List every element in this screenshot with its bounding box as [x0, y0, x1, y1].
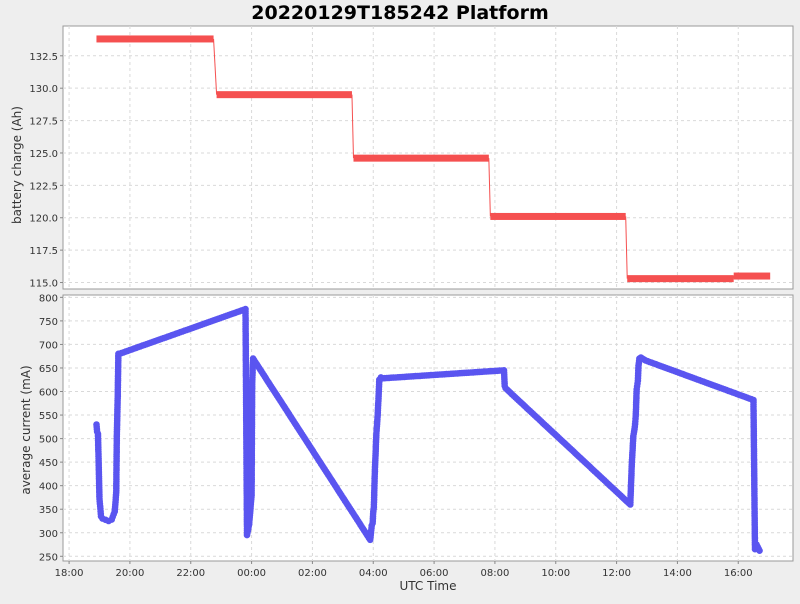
x-tick-label: 06:00 [420, 568, 449, 579]
series-average-current [93, 305, 763, 554]
y-axis-label-top: battery charge (Ah) [10, 106, 24, 224]
y-tick-label: 550 [39, 411, 58, 422]
x-tick-label: 00:00 [237, 568, 266, 579]
x-axis-label: UTC Time [400, 579, 457, 593]
step-connector [351, 94, 354, 159]
y-tick-label: 125.0 [29, 149, 58, 160]
plot-area-bottom [62, 294, 794, 562]
y-tick-label: 500 [39, 435, 58, 446]
x-tick-label: 18:00 [55, 568, 84, 579]
x-tick-label: 04:00 [359, 568, 388, 579]
y-tick-label: 600 [39, 388, 58, 399]
x-tick-label: 08:00 [481, 568, 510, 579]
y-tick-label: 132.5 [29, 52, 58, 63]
x-tick-label: 20:00 [116, 568, 145, 579]
y-tick-label: 115.0 [29, 279, 58, 290]
charge-segment [216, 91, 352, 99]
charge-segment [627, 275, 734, 283]
x-tick-label: 12:00 [602, 568, 631, 579]
charge-segment [733, 272, 771, 280]
x-tick-label: 22:00 [176, 568, 205, 579]
y-tick-label: 650 [39, 364, 58, 375]
y-tick-label: 800 [39, 293, 58, 304]
charge-segment [490, 212, 626, 220]
y-tick-label: 400 [39, 482, 58, 493]
step-connector [625, 216, 628, 279]
y-axis-top-ticks: 115.0 117.5 120.0 122.5 125.0 127.5 130.0 132.5 [29, 52, 63, 290]
current-point [756, 547, 763, 554]
y-tick-label: 127.5 [29, 117, 58, 128]
y-tick-label: 750 [39, 317, 58, 328]
x-tick-label: 02:00 [298, 568, 327, 579]
y-tick-label: 250 [39, 552, 58, 563]
y-axis-label-bottom: average current (mA) [19, 365, 33, 494]
y-tick-label: 130.0 [29, 84, 58, 95]
x-tick-label: 16:00 [724, 568, 753, 579]
y-tick-label: 700 [39, 340, 58, 351]
series-battery-charge [96, 35, 771, 283]
y-tick-label: 122.5 [29, 181, 58, 192]
chart-title: 20220129T185242 Platform [251, 2, 549, 24]
step-connector [488, 158, 491, 217]
x-axis-ticks: 18:00 20:00 22:00 00:00 02:00 04:00 06:00 08:00… [55, 561, 753, 579]
y-tick-label: 117.5 [29, 246, 58, 257]
y-tick-label: 350 [39, 505, 58, 516]
y-tick-label: 300 [39, 529, 58, 540]
step-connector [213, 38, 218, 95]
y-tick-label: 120.0 [29, 214, 58, 225]
x-tick-label: 10:00 [541, 568, 570, 579]
charge-segment [353, 154, 489, 162]
grid-top [63, 26, 793, 289]
x-tick-label: 14:00 [663, 568, 692, 579]
charge-segment [96, 35, 214, 43]
y-tick-label: 450 [39, 458, 58, 469]
grid-bottom [63, 295, 793, 561]
y-axis-bottom-ticks: 250 300 350 400 450 500 550 600 650 700 750 800 [39, 293, 63, 563]
